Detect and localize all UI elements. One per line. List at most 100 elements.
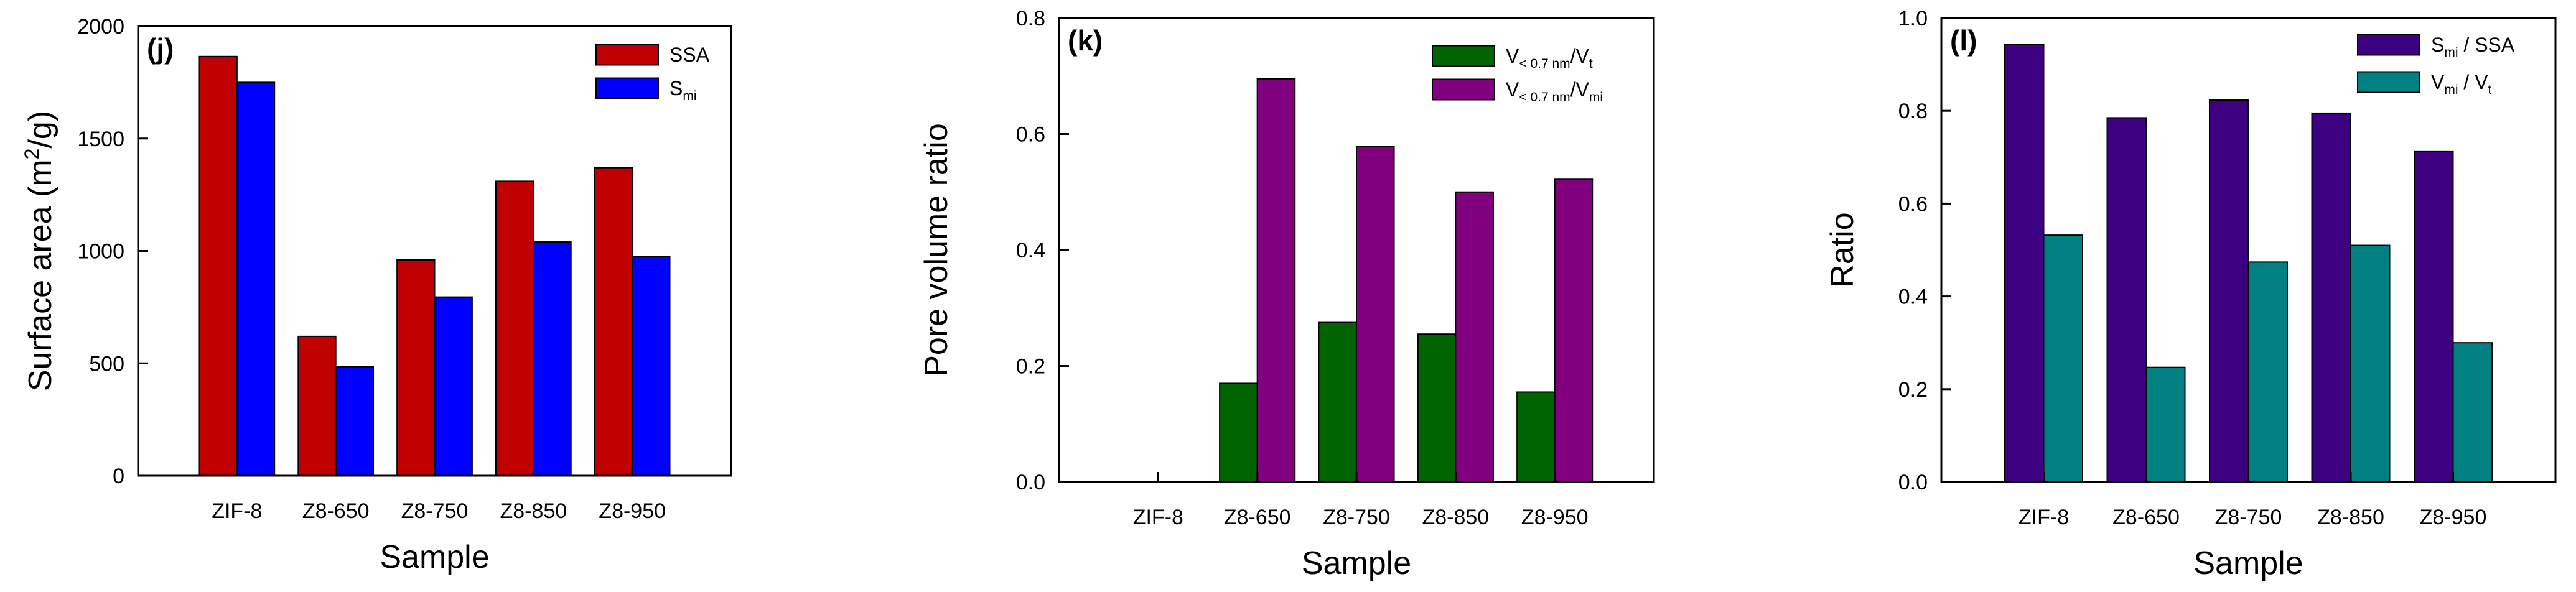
y-tick-label-1: 0.2 — [1016, 355, 1045, 379]
bar-1-s0-c4 — [1516, 391, 1556, 483]
bar-1-s0-c2 — [1318, 321, 1358, 483]
y-tick-label-1: 0.2 — [1898, 378, 1928, 402]
x-tick-label-3: Z8-850 — [1422, 506, 1489, 529]
x-tick-label-0: ZIF-8 — [212, 499, 262, 523]
chart-panel-2: 0.0 0.2 0.4 0.6 0.8 1.0 ZIF-8 Z8-650 Z8-750 Z8-85… — [1824, 7, 2557, 581]
x-tick-label-2: Z8-750 — [401, 499, 469, 523]
legend-swatch-1 — [1432, 78, 1495, 101]
y-tick-label-2: 0.4 — [1898, 285, 1928, 309]
legend-tail: /V — [1570, 45, 1590, 67]
bar-0-s0-c0 — [198, 55, 238, 477]
y-axis-title-main: Surface area (m — [22, 159, 58, 391]
y-tick-label-3: 0.6 — [1898, 192, 1928, 216]
bar-1-s1-c1 — [1256, 78, 1296, 483]
bar-2-s0-c3 — [2311, 112, 2351, 483]
y-axis-title: Ratio — [1824, 212, 1860, 287]
x-tick-label-2: Z8-750 — [2215, 506, 2282, 529]
x-tick-label-3: Z8-850 — [500, 499, 567, 523]
bar-0-s1-c2 — [434, 296, 473, 476]
panel-label: (j) — [147, 32, 174, 65]
y-tick-label-0: 0.0 — [1898, 471, 1928, 494]
bar-2-s0-c2 — [2208, 99, 2249, 483]
legend-label-1: Smi — [670, 77, 697, 103]
legend-swatch-0 — [1432, 45, 1495, 67]
x-axis-title: Sample — [1302, 545, 1411, 581]
y-tick-label-1: 500 — [89, 352, 124, 376]
bar-0-s0-c1 — [297, 335, 337, 476]
chart-panel-0: 0 500 1000 1500 2000 ZIF-8 Z8-650 Z8-750 Z8-850 Z… — [21, 15, 732, 575]
x-tick-label-1: Z8-650 — [1224, 506, 1291, 529]
legend-tail-sub: t — [1589, 57, 1593, 71]
y-axis-title-sup: 2 — [21, 149, 43, 160]
legend-sub: mi — [2444, 83, 2458, 97]
legend-main: S — [2431, 34, 2444, 56]
panel-label: (l) — [1950, 24, 1977, 57]
bar-1-s0-c1 — [1219, 382, 1258, 483]
legend-label-1: V< 0.7 nm/Vmi — [1506, 78, 1603, 104]
bar-2-s1-c0 — [2043, 234, 2084, 483]
legend-tail: /V — [1570, 78, 1590, 101]
y-axis-title: Pore volume ratio — [918, 123, 954, 377]
legend-main: V — [1506, 78, 1519, 101]
y-axis-title-main: Ratio — [1824, 212, 1860, 287]
legend-main: V — [2431, 71, 2445, 93]
legend-tail: / SSA — [2458, 34, 2515, 56]
bar-2-s1-c2 — [2247, 261, 2289, 483]
legend-sub: < 0.7 nm — [1519, 90, 1570, 104]
bar-2-s1-c1 — [2145, 366, 2186, 483]
y-axis-title: Surface area (m2/g) — [21, 111, 58, 391]
bar-2-s1-c3 — [2350, 244, 2391, 483]
panel-label: (k) — [1068, 24, 1103, 57]
y-tick-label-0: 0.0 — [1016, 471, 1045, 494]
y-axis-title-main: Pore volume ratio — [918, 123, 954, 377]
x-tick-label-3: Z8-850 — [2317, 506, 2384, 529]
bar-1-s1-c2 — [1356, 146, 1395, 483]
chart-panel-1: 0.0 0.2 0.4 0.6 0.8 ZIF-8 Z8-650 Z8-750 Z8-850 Z8… — [918, 7, 1655, 581]
legend-label-0: V< 0.7 nm/Vt — [1506, 45, 1593, 71]
legend-label-0: Smi / SSA — [2431, 34, 2515, 60]
legend-sub: mi — [2444, 45, 2458, 60]
y-tick-label-2: 0.4 — [1016, 239, 1045, 262]
y-tick-label-2: 1000 — [77, 240, 124, 264]
legend-swatch-0 — [595, 44, 659, 66]
y-tick-label-3: 1500 — [77, 127, 124, 151]
x-tick-label-4: Z8-950 — [2420, 506, 2487, 529]
legend-tail-sub: t — [2488, 83, 2492, 97]
y-tick-label-3: 0.6 — [1016, 123, 1045, 147]
y-tick-label-5: 1.0 — [1898, 7, 1928, 30]
legend-tail: / V — [2458, 71, 2489, 93]
bar-0-s1-c3 — [533, 241, 572, 476]
x-tick-label-1: Z8-650 — [302, 499, 370, 523]
bar-0-s1-c0 — [236, 81, 276, 476]
x-axis-title: Sample — [2193, 545, 2303, 581]
bar-0-s1-c4 — [632, 256, 671, 476]
legend-tail-sub: mi — [1589, 90, 1603, 104]
bar-0-s0-c2 — [396, 259, 436, 476]
x-tick-label-0: ZIF-8 — [1133, 506, 1183, 529]
legend-label-1: Vmi / Vt — [2431, 71, 2492, 97]
y-tick-label-4: 0.8 — [1898, 99, 1928, 123]
bar-1-s1-c3 — [1455, 191, 1494, 483]
legend-label-0: SSA — [670, 44, 710, 66]
legend-main: V — [1506, 45, 1519, 67]
legend-swatch-0 — [2357, 34, 2420, 56]
y-tick-label-0: 0 — [113, 465, 124, 488]
x-tick-label-1: Z8-650 — [2112, 506, 2180, 529]
x-tick-label-0: ZIF-8 — [2018, 506, 2069, 529]
bar-1-s1-c4 — [1554, 178, 1594, 483]
legend-swatch-1 — [595, 77, 659, 99]
bar-0-s1-c1 — [335, 366, 375, 476]
bar-0-s0-c3 — [495, 180, 534, 476]
legend-sub: mi — [683, 89, 696, 103]
y-axis-title-tail: /g) — [22, 111, 58, 149]
x-tick-label-4: Z8-950 — [599, 499, 666, 523]
bar-2-s0-c0 — [2004, 44, 2045, 483]
bar-2-s1-c4 — [2452, 342, 2493, 483]
bar-2-s0-c4 — [2413, 150, 2454, 483]
y-tick-label-4: 0.8 — [1016, 7, 1045, 30]
legend-main: S — [670, 77, 683, 99]
x-tick-label-4: Z8-950 — [1521, 506, 1589, 529]
bar-1-s0-c3 — [1417, 333, 1457, 483]
bar-2-s0-c1 — [2106, 117, 2147, 483]
